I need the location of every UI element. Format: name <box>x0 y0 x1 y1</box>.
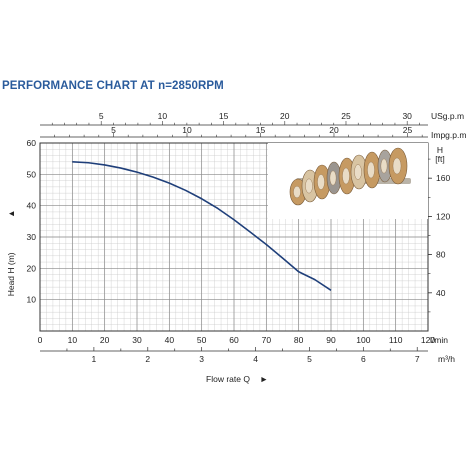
y-axis-arrow: ▲ <box>6 209 16 217</box>
impeller-hub <box>380 158 388 174</box>
usgpm-tick-label: 15 <box>219 111 229 121</box>
y-tick-label: 40 <box>27 201 37 211</box>
impgpm-tick-label: 10 <box>182 125 192 135</box>
y2-unit-label: [ft] <box>435 154 444 164</box>
impgpm-tick-label: 25 <box>403 125 413 135</box>
impgpm-tick-label: 20 <box>329 125 339 135</box>
y2-tick-label: 160 <box>436 173 450 183</box>
usgpm-tick-label: 5 <box>99 111 104 121</box>
impgpm-tick-label: 15 <box>256 125 266 135</box>
impeller-hub <box>342 167 350 185</box>
x-tick-label: 100 <box>356 335 370 345</box>
impeller-hub <box>367 161 375 179</box>
x-tick-label: 70 <box>262 335 272 345</box>
usgpm-tick-label: 10 <box>158 111 168 121</box>
m3h-tick-label: 3 <box>199 354 204 364</box>
impeller-hub <box>305 178 313 194</box>
x-tick-label: 120 <box>421 335 435 345</box>
x-tick-label: 60 <box>229 335 239 345</box>
usgpm-tick-label: 30 <box>402 111 412 121</box>
x-tick-label: 20 <box>100 335 110 345</box>
m3h-unit-label: m³/h <box>438 354 455 364</box>
x-tick-label: 90 <box>326 335 336 345</box>
x-unit-label: l/min <box>430 335 448 345</box>
impeller-hub <box>392 157 402 175</box>
chart-title: PERFORMANCE CHART AT n=2850RPM <box>2 80 224 92</box>
usgpm-tick-label: 25 <box>341 111 351 121</box>
m3h-tick-label: 5 <box>307 354 312 364</box>
performance-curve <box>72 161 332 291</box>
m3h-tick-label: 4 <box>253 354 258 364</box>
x-tick-label: 80 <box>294 335 304 345</box>
y2-tick-label: 40 <box>436 288 446 298</box>
y2-tick-label: 80 <box>436 250 446 260</box>
impeller-hub <box>293 185 301 199</box>
m3h-tick-label: 7 <box>415 354 420 364</box>
x-tick-label: 0 <box>38 335 43 345</box>
usgpm-unit-label: USg.p.m <box>431 111 464 121</box>
y-tick-label: 50 <box>27 169 37 179</box>
y-tick-label: 20 <box>27 263 37 273</box>
x-axis-label: Flow rate Q <box>206 374 250 384</box>
y2-tick-label: 120 <box>436 211 450 221</box>
y2-unit-label: H <box>437 145 443 155</box>
x-tick-label: 10 <box>68 335 78 345</box>
impgpm-unit-label: Impg.p.m <box>431 130 466 140</box>
impgpm-tick-label: 5 <box>111 125 116 135</box>
y-axis-label: Head H (m) <box>6 252 16 296</box>
usgpm-tick-label: 20 <box>280 111 290 121</box>
x-tick-label: 30 <box>132 335 142 345</box>
y-tick-label: 30 <box>27 232 37 242</box>
x-axis-arrow: ► <box>260 374 268 384</box>
y-tick-label: 60 <box>27 138 37 148</box>
impeller-hub <box>354 164 362 180</box>
x-tick-label: 50 <box>197 335 207 345</box>
impeller-hub <box>329 170 337 186</box>
m3h-tick-label: 2 <box>145 354 150 364</box>
x-tick-label: 110 <box>389 335 403 345</box>
m3h-tick-label: 1 <box>92 354 97 364</box>
impeller-hub <box>317 174 325 190</box>
m3h-tick-label: 6 <box>361 354 366 364</box>
x-tick-label: 40 <box>165 335 175 345</box>
y-tick-label: 10 <box>27 295 37 305</box>
plot-frame <box>39 142 429 332</box>
